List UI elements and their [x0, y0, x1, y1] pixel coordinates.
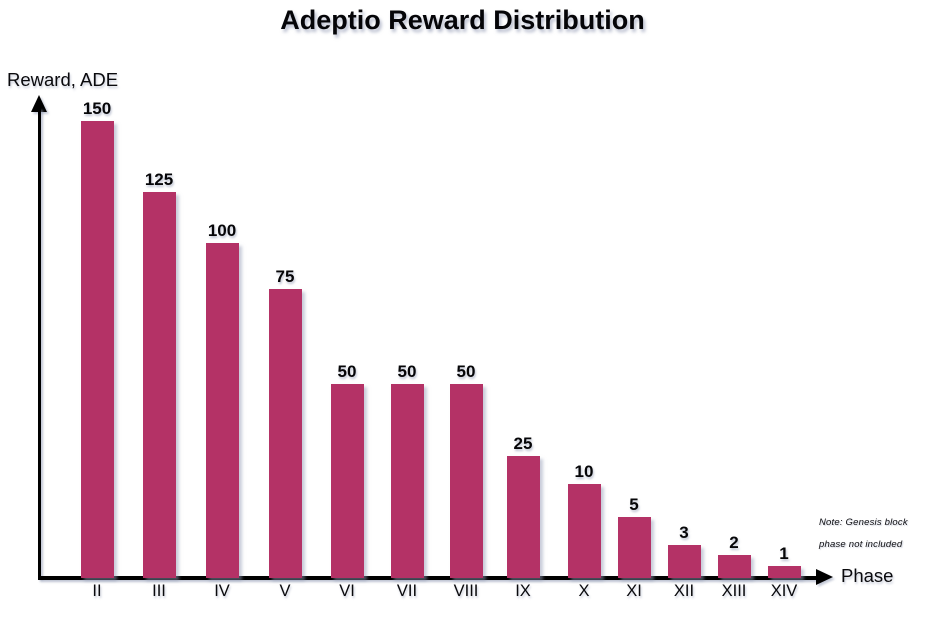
chart-note-line-1: Note: Genesis block	[819, 517, 908, 528]
x-axis-arrowhead-icon	[816, 569, 833, 585]
x-tick-label: VI	[339, 582, 355, 600]
x-tick-label: V	[279, 582, 291, 600]
bar-value-label: 125	[144, 170, 174, 189]
bar-value-label: 25	[513, 434, 533, 453]
bar-value-label: 3	[679, 523, 689, 542]
bar-II	[80, 121, 114, 578]
bar-VIII	[449, 384, 483, 578]
x-tick-label: VII	[396, 582, 418, 600]
bar-IX	[506, 456, 540, 578]
x-tick-label: XI	[626, 582, 642, 600]
y-axis-line	[38, 108, 41, 578]
y-axis-label: Reward, ADE	[7, 69, 119, 90]
bar-XIII	[717, 555, 751, 578]
bar-value-label: 2	[729, 533, 739, 552]
x-tick-label: XIII	[721, 582, 747, 600]
bar-value-label: 50	[337, 362, 357, 381]
bar-VI	[330, 384, 364, 578]
x-tick-label: XII	[673, 582, 695, 600]
x-tick-label: IX	[515, 582, 531, 600]
bar-value-label: 50	[397, 362, 417, 381]
bar-XIV	[767, 566, 801, 578]
chart-note-line-2: phase not included	[819, 539, 903, 550]
x-tick-label: X	[578, 582, 590, 600]
bar-value-label: 150	[82, 99, 112, 118]
chart-title: Adeptio Reward Distribution	[280, 5, 645, 35]
chart-note: Note: Genesis block phase not included	[819, 512, 919, 556]
x-tick-label: IV	[214, 582, 230, 600]
bar-XII	[667, 545, 701, 578]
bar-IV	[205, 243, 239, 578]
bar-V	[268, 289, 302, 578]
x-axis-line	[38, 576, 818, 580]
bar-value-label: 100	[207, 221, 237, 240]
bar-VII	[390, 384, 424, 578]
x-tick-label: III	[152, 582, 166, 600]
bar-value-label: 10	[574, 462, 594, 481]
x-axis-label: Phase	[841, 565, 894, 586]
x-tick-label: XIV	[770, 582, 798, 600]
bar-X	[567, 484, 601, 578]
x-tick-label: VIII	[453, 582, 479, 600]
bar-XI	[617, 517, 651, 578]
bar-value-label: 1	[779, 544, 789, 563]
bar-value-label: 75	[275, 267, 295, 286]
x-tick-label: II	[92, 582, 102, 600]
bar-value-label: 50	[456, 362, 476, 381]
bar-value-label: 5	[629, 495, 639, 514]
bar-III	[142, 192, 176, 578]
y-axis-arrowhead-icon	[31, 95, 47, 112]
